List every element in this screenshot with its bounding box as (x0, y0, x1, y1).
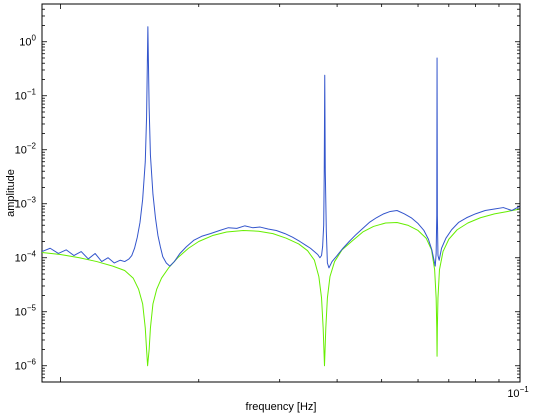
series-line-2 (41, 208, 521, 367)
y-tick-label: 10−6 (15, 358, 37, 373)
y-tick-label: 10−5 (15, 304, 37, 319)
y-tick-label: 10−1 (15, 88, 37, 103)
tick-layer: 100 10−1 10−2 10−3 10−4 10−5 10−6 10−1 (15, 3, 529, 400)
x-axis-label: frequency [Hz] (246, 401, 317, 413)
y-tick-label: 100 (19, 34, 36, 49)
x-tick-label: 10−1 (507, 385, 529, 400)
y-tick-label: 10−4 (15, 250, 37, 265)
series-layer (41, 26, 521, 367)
y-tick-label: 10−2 (15, 142, 37, 157)
plot-area (41, 3, 521, 383)
y-axis-label: amplitude (5, 169, 17, 217)
series-line-1 (41, 26, 521, 269)
y-tick-label: 10−3 (15, 196, 37, 211)
